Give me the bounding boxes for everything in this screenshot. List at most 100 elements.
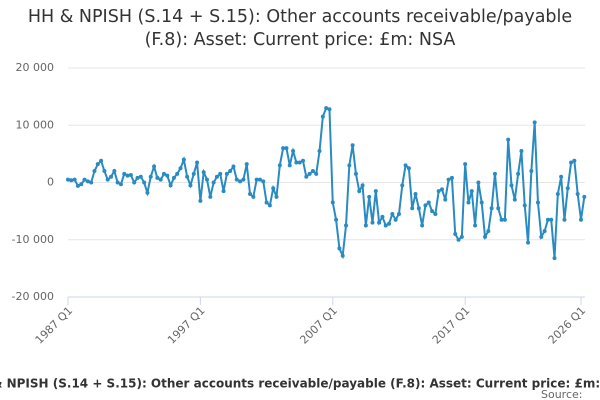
data-point (370, 220, 375, 225)
data-point (406, 166, 411, 171)
data-point (251, 194, 256, 199)
data-point (264, 200, 269, 205)
data-point (271, 186, 276, 191)
data-point (201, 170, 206, 175)
data-point (257, 177, 262, 182)
data-point (307, 171, 312, 176)
data-point (459, 234, 464, 239)
data-point (148, 174, 153, 179)
data-point (330, 200, 335, 205)
data-point (443, 197, 448, 202)
data-point (297, 160, 302, 165)
data-point (436, 189, 441, 194)
data-point (231, 164, 236, 169)
data-point (327, 107, 332, 112)
data-point (456, 237, 461, 242)
data-point (254, 177, 259, 182)
x-tick-label: 2017 Q1 (430, 304, 473, 347)
data-point (449, 175, 454, 180)
data-point (353, 171, 358, 176)
data-point (486, 229, 491, 234)
data-point (224, 171, 229, 176)
data-point (92, 169, 97, 174)
data-point (238, 179, 243, 184)
x-tick-label: 2026 Q1 (546, 304, 589, 347)
data-point (545, 217, 550, 222)
data-point (559, 174, 564, 179)
x-tick-label: 1987 Q1 (33, 304, 76, 347)
data-point (95, 162, 100, 167)
data-point (542, 229, 547, 234)
data-point (479, 200, 484, 205)
data-point (529, 169, 534, 174)
data-point (575, 191, 580, 196)
data-point (277, 163, 282, 168)
data-point (155, 175, 160, 180)
data-point (430, 209, 435, 214)
data-point (158, 177, 163, 182)
data-point (396, 211, 401, 216)
data-point (314, 171, 319, 176)
data-point (72, 177, 77, 182)
data-point (168, 183, 173, 188)
data-point (310, 169, 315, 174)
data-point (188, 183, 193, 188)
data-point (360, 183, 365, 188)
data-point (473, 223, 478, 228)
data-point (489, 206, 494, 211)
data-point (185, 174, 190, 179)
data-point (423, 203, 428, 208)
data-point (337, 246, 342, 251)
data-point (499, 217, 504, 222)
data-point (142, 180, 147, 185)
x-tick-label: 1997 Q1 (165, 304, 208, 347)
data-point (569, 160, 574, 165)
data-point (555, 191, 560, 196)
data-point (539, 234, 544, 239)
data-point (512, 197, 517, 202)
data-point (115, 180, 120, 185)
data-point (347, 163, 352, 168)
data-point (317, 149, 322, 154)
data-point (403, 163, 408, 168)
data-point (579, 217, 583, 222)
data-point (519, 149, 524, 154)
data-point (118, 182, 123, 187)
data-point (125, 173, 130, 178)
data-point (393, 217, 398, 222)
data-point (340, 253, 345, 258)
data-point (552, 256, 557, 261)
data-point (69, 178, 74, 183)
data-point (420, 223, 425, 228)
data-point (476, 180, 481, 185)
data-point (463, 162, 468, 167)
data-point (380, 214, 385, 219)
data-point (502, 217, 507, 222)
data-point (410, 206, 415, 211)
data-point (195, 160, 200, 165)
data-point (85, 179, 90, 184)
data-point (350, 143, 355, 148)
data-point (82, 177, 87, 182)
data-point (363, 223, 368, 228)
data-point (102, 169, 107, 174)
data-point (171, 175, 176, 180)
data-point (334, 217, 339, 222)
data-point (324, 106, 329, 111)
data-point (132, 180, 137, 185)
data-point (526, 240, 531, 245)
data-point (205, 177, 210, 182)
data-point (135, 175, 140, 180)
data-point (112, 169, 117, 174)
data-point (304, 174, 309, 179)
data-point (509, 183, 514, 188)
data-point (492, 171, 497, 176)
data-point (228, 169, 233, 174)
data-point (175, 171, 180, 176)
legend-label: HH & NPISH (S.14 + S.15): Other accounts… (0, 377, 600, 391)
data-point (181, 157, 186, 162)
data-point (152, 164, 157, 169)
data-point (261, 179, 266, 184)
data-point (79, 182, 84, 187)
